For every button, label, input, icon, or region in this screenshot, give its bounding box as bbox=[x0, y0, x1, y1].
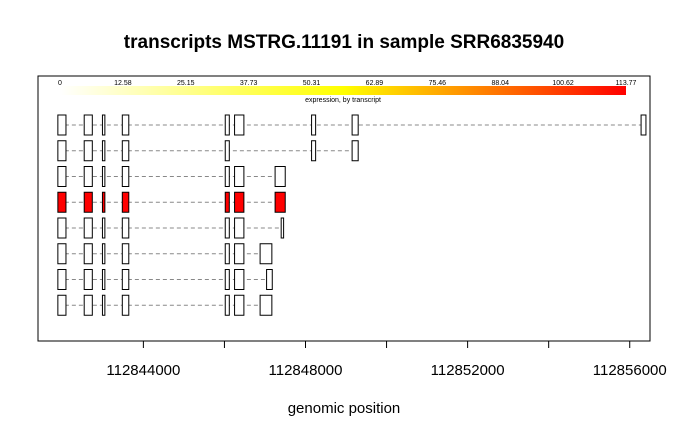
exon-box bbox=[259, 294, 273, 316]
exon-box bbox=[224, 140, 230, 162]
transcript-track bbox=[57, 191, 286, 213]
exon-box bbox=[234, 243, 245, 265]
exon-box bbox=[83, 191, 93, 213]
exon-box bbox=[311, 140, 317, 162]
x-axis-tick-label: 112848000 bbox=[269, 362, 343, 379]
exon-box bbox=[83, 243, 93, 265]
exon-box bbox=[57, 269, 67, 290]
exon-box bbox=[101, 114, 106, 136]
exon-box bbox=[274, 191, 286, 213]
exon-box bbox=[101, 217, 106, 239]
exon-box bbox=[121, 114, 130, 136]
exon-box bbox=[57, 294, 67, 316]
exon-box bbox=[83, 269, 93, 290]
exon-box bbox=[57, 191, 67, 213]
exon-box bbox=[121, 269, 130, 290]
exon-box bbox=[280, 217, 285, 239]
color-scale-tick-label: 25.15 bbox=[177, 80, 195, 87]
exon-box bbox=[83, 294, 93, 316]
exon-box bbox=[234, 269, 245, 290]
exon-box bbox=[57, 114, 67, 136]
exon-box bbox=[224, 269, 230, 290]
color-scale-ticks: 0 12.58 25.15 37.73 50.31 62.89 75.46 88.04 100.… bbox=[58, 80, 637, 87]
transcript-track bbox=[57, 114, 647, 136]
exon-box bbox=[224, 114, 230, 136]
exon-box bbox=[640, 114, 647, 136]
transcript-track bbox=[57, 294, 273, 316]
transcript-track bbox=[57, 166, 286, 187]
exon-box bbox=[224, 166, 230, 187]
exon-box bbox=[351, 140, 359, 162]
exon-box bbox=[121, 294, 130, 316]
plot-frame bbox=[37, 75, 651, 342]
exon-box bbox=[83, 114, 93, 136]
exon-box bbox=[121, 140, 130, 162]
exon-box bbox=[121, 243, 130, 265]
exon-box bbox=[101, 269, 106, 290]
color-scale-tick-label: 100.62 bbox=[552, 80, 574, 87]
exon-box bbox=[57, 217, 67, 239]
exon-box bbox=[83, 140, 93, 162]
transcript-track bbox=[57, 243, 273, 265]
exon-box bbox=[83, 166, 93, 187]
color-scale-label: expression, by transcript bbox=[305, 97, 381, 104]
exon-box bbox=[274, 166, 286, 187]
transcript-track bbox=[57, 140, 359, 162]
exon-box bbox=[266, 269, 273, 290]
color-scale-tick-label: 88.04 bbox=[491, 80, 509, 87]
exon-box bbox=[224, 243, 230, 265]
exon-box bbox=[121, 166, 130, 187]
exon-box bbox=[234, 191, 245, 213]
exon-box bbox=[101, 243, 106, 265]
exon-box bbox=[57, 166, 67, 187]
exon-box bbox=[259, 243, 273, 265]
exon-box bbox=[57, 243, 67, 265]
transcript-track bbox=[57, 269, 273, 290]
color-scale-tick-label: 12.58 bbox=[114, 80, 132, 87]
color-scale-tick-label: 0 bbox=[58, 80, 62, 87]
x-axis-label: genomic position bbox=[288, 400, 401, 417]
transcript-track bbox=[57, 217, 285, 239]
x-axis: 112844000 112848000 112852000 112856000 bbox=[38, 340, 667, 379]
x-axis-tick-label: 112856000 bbox=[593, 362, 667, 379]
exon-box bbox=[224, 217, 230, 239]
exon-box bbox=[234, 217, 245, 239]
color-scale-tick-label: 50.31 bbox=[303, 80, 321, 87]
exon-box bbox=[234, 114, 245, 136]
color-scale-tick-label: 62.89 bbox=[366, 80, 384, 87]
exon-box bbox=[351, 114, 359, 136]
transcript-tracks bbox=[57, 114, 647, 316]
chart-title: transcripts MSTRG.11191 in sample SRR683… bbox=[124, 32, 564, 53]
exon-box bbox=[83, 217, 93, 239]
exon-box bbox=[234, 166, 245, 187]
exon-box bbox=[101, 191, 106, 213]
exon-box bbox=[101, 294, 106, 316]
color-scale-tick-label: 75.46 bbox=[429, 80, 447, 87]
exon-box bbox=[101, 140, 106, 162]
x-axis-tick-label: 112844000 bbox=[106, 362, 180, 379]
exon-box bbox=[224, 294, 230, 316]
color-scale-tick-label: 37.73 bbox=[240, 80, 258, 87]
exon-box bbox=[57, 140, 67, 162]
color-scale-tick-label: 113.77 bbox=[616, 80, 637, 87]
exon-box bbox=[101, 166, 106, 187]
x-axis-tick-label: 112852000 bbox=[431, 362, 505, 379]
expression-color-bar bbox=[60, 86, 626, 95]
exon-box bbox=[121, 191, 130, 213]
exon-box bbox=[224, 191, 230, 213]
exon-box bbox=[311, 114, 317, 136]
exon-box bbox=[121, 217, 130, 239]
exon-box bbox=[234, 294, 245, 316]
